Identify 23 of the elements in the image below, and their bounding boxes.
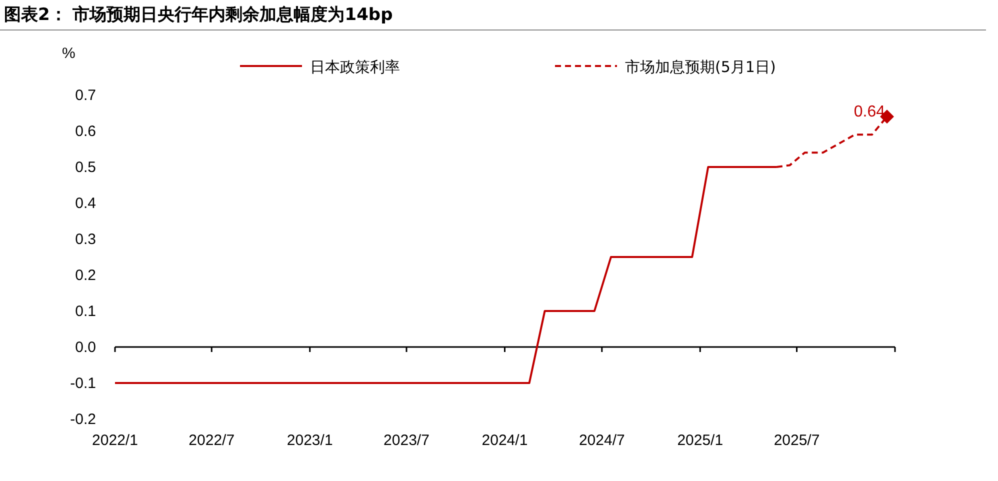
x-tick-label: 2024/1 (482, 432, 528, 449)
y-tick-label: 0.1 (75, 303, 96, 320)
y-tick-label: 0.4 (75, 195, 96, 212)
y-tick-label: 0.5 (75, 159, 96, 176)
y-axis-title: % (62, 45, 76, 62)
legend-label: 市场加息预期(5月1日) (625, 58, 776, 76)
y-tick-label: 0.3 (75, 231, 96, 248)
legend-label: 日本政策利率 (310, 58, 400, 76)
x-tick-label: 2023/1 (286, 432, 333, 449)
x-tick-label: 2023/7 (384, 432, 430, 449)
y-tick-label: -0.2 (70, 411, 96, 428)
y-tick-label: 0.0 (75, 339, 96, 356)
y-tick-label: -0.1 (70, 375, 96, 392)
data-label: 0.64 (854, 104, 886, 121)
y-tick-label: 0.7 (75, 87, 96, 104)
x-tick-label: 2025/1 (677, 432, 724, 449)
x-tick-label: 2024/7 (578, 432, 625, 449)
x-tick-label: 2025/7 (774, 432, 820, 449)
y-tick-label: 0.6 (75, 123, 96, 140)
x-tick-label: 2022/7 (188, 432, 235, 449)
chart-title: 图表2： 市场预期日央行年内剩余加息幅度为14bp (4, 5, 393, 25)
y-tick-label: 0.2 (75, 267, 96, 284)
x-tick-label: 2022/1 (92, 432, 138, 449)
